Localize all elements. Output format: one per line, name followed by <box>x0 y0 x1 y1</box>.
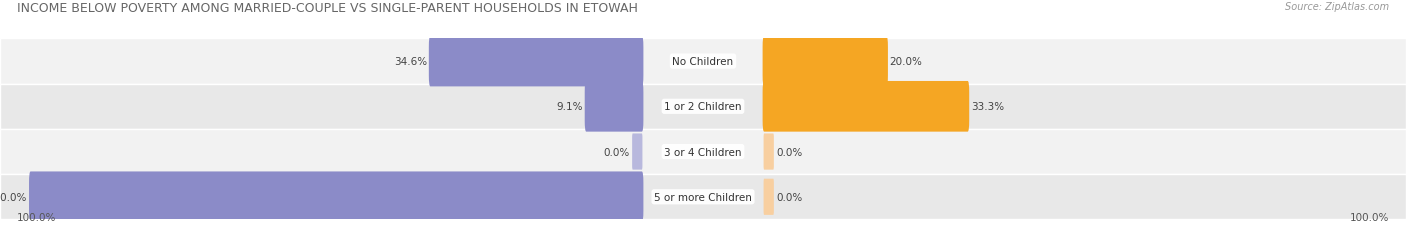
Text: 0.0%: 0.0% <box>776 147 803 157</box>
Text: 100.0%: 100.0% <box>17 212 56 222</box>
Text: 9.1%: 9.1% <box>557 102 583 112</box>
FancyBboxPatch shape <box>763 134 773 170</box>
Bar <box>0 39 1406 84</box>
FancyBboxPatch shape <box>763 179 773 215</box>
Text: 20.0%: 20.0% <box>890 57 922 67</box>
FancyBboxPatch shape <box>762 82 969 132</box>
Text: No Children: No Children <box>672 57 734 67</box>
Text: 100.0%: 100.0% <box>1350 212 1389 222</box>
Text: 34.6%: 34.6% <box>394 57 427 67</box>
Text: 100.0%: 100.0% <box>0 192 28 202</box>
Text: 0.0%: 0.0% <box>776 192 803 202</box>
Bar <box>0 129 1406 174</box>
Text: INCOME BELOW POVERTY AMONG MARRIED-COUPLE VS SINGLE-PARENT HOUSEHOLDS IN ETOWAH: INCOME BELOW POVERTY AMONG MARRIED-COUPL… <box>17 2 638 15</box>
FancyBboxPatch shape <box>429 36 644 87</box>
Text: 3 or 4 Children: 3 or 4 Children <box>664 147 742 157</box>
FancyBboxPatch shape <box>633 134 643 170</box>
Text: 33.3%: 33.3% <box>970 102 1004 112</box>
FancyBboxPatch shape <box>762 36 889 87</box>
Text: 1 or 2 Children: 1 or 2 Children <box>664 102 742 112</box>
Text: 0.0%: 0.0% <box>603 147 630 157</box>
Bar <box>0 174 1406 219</box>
Text: 5 or more Children: 5 or more Children <box>654 192 752 202</box>
Bar <box>0 84 1406 129</box>
FancyBboxPatch shape <box>30 172 644 222</box>
Text: Source: ZipAtlas.com: Source: ZipAtlas.com <box>1285 2 1389 12</box>
FancyBboxPatch shape <box>585 82 644 132</box>
